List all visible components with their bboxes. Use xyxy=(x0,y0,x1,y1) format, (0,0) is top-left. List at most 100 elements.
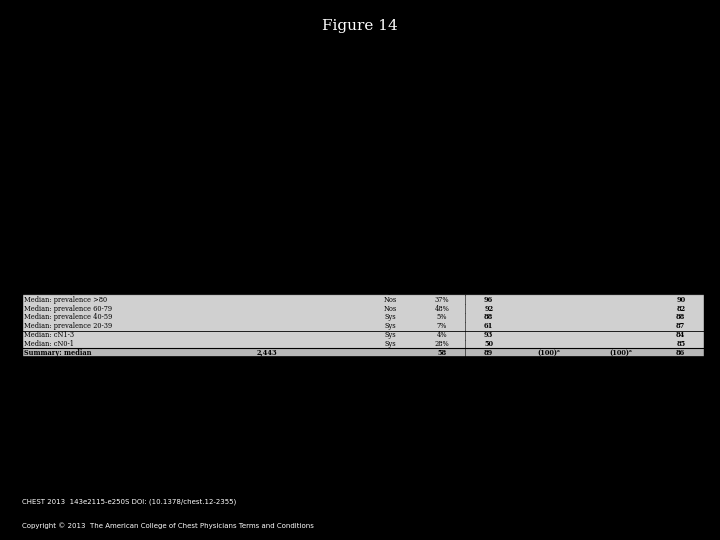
Text: 2005: 2005 xyxy=(207,145,224,153)
Text: cN2-1: cN2-1 xyxy=(316,66,337,74)
Text: 87: 87 xyxy=(485,216,493,224)
Text: 62: 62 xyxy=(438,163,446,171)
Text: 37: 37 xyxy=(438,234,446,242)
Text: 92: 92 xyxy=(484,305,493,313)
Text: 95: 95 xyxy=(617,278,625,286)
Text: 89: 89 xyxy=(484,349,493,357)
Text: (100)ᵃ: (100)ᵃ xyxy=(611,190,631,198)
Text: NPV: NPV xyxy=(672,57,689,65)
Text: (100)ᵃ: (100)ᵃ xyxy=(611,145,631,153)
Text: (100)ᵃ: (100)ᵃ xyxy=(611,207,631,215)
Text: Sys: Sys xyxy=(384,199,397,206)
Text: cN2-3: cN2-3 xyxy=(316,242,337,251)
Text: 2008: 2008 xyxy=(207,154,224,163)
Text: 158: 158 xyxy=(261,269,274,277)
Text: abbreviations.: abbreviations. xyxy=(25,384,63,389)
Text: Sel: Sel xyxy=(385,181,396,189)
Text: 53: 53 xyxy=(263,207,271,215)
Text: cN2-1: cN2-1 xyxy=(316,172,337,180)
Text: 95: 95 xyxy=(485,75,493,83)
Text: Spec: Spec xyxy=(539,57,558,65)
Text: cN2-3: cN2-3 xyxy=(316,199,337,206)
Text: (100)ᵃ: (100)ᵃ xyxy=(611,102,631,109)
Text: Nadraga²⁹²: Nadraga²⁹² xyxy=(24,66,62,74)
Text: Silvestri²¹¹: Silvestri²¹¹ xyxy=(24,163,60,171)
Text: 79: 79 xyxy=(677,260,685,268)
Text: 7%: 7% xyxy=(436,322,447,330)
Text: (100)ᵃ: (100)ᵃ xyxy=(539,110,559,118)
Text: 75: 75 xyxy=(677,137,685,145)
Text: (100)ᵇ: (100)ᵇ xyxy=(670,66,691,74)
Text: cN0: cN0 xyxy=(320,260,333,268)
Text: 81: 81 xyxy=(485,252,493,260)
Text: 65: 65 xyxy=(438,145,446,153)
Text: (100)ᵃ: (100)ᵃ xyxy=(611,199,631,206)
Text: 38: 38 xyxy=(438,242,446,251)
Text: 96% to 91% EUS-NA = endoscopic ultrasound and needle aspiration; Lim = limited. : 96% to 91% EUS-NA = endoscopic ultrasoun… xyxy=(25,372,349,377)
Text: Lim: Lim xyxy=(384,128,397,136)
Text: (100)ᵃ: (100)ᵃ xyxy=(611,269,631,277)
Text: 2010: 2010 xyxy=(207,181,224,189)
Text: Sel: Sel xyxy=(385,172,396,180)
Text: 1996: 1996 xyxy=(207,163,224,171)
Text: Talevian¹⁹⁹: Talevian¹⁹⁹ xyxy=(24,190,60,198)
Text: 2005: 2005 xyxy=(207,242,224,251)
Text: 89: 89 xyxy=(485,181,493,189)
Text: 90: 90 xyxy=(485,128,493,136)
Text: Sys: Sys xyxy=(384,92,397,100)
Text: Annema¹⁴: Annema¹⁴ xyxy=(24,119,57,127)
Text: Sys: Sys xyxy=(384,137,397,145)
Text: 32: 32 xyxy=(677,163,685,171)
Text: Annema¹⁶: Annema¹⁶ xyxy=(24,137,57,145)
Text: 2010: 2010 xyxy=(207,137,224,145)
Text: 40: 40 xyxy=(677,92,685,100)
Text: 59: 59 xyxy=(485,278,493,286)
Text: 215: 215 xyxy=(261,119,274,127)
Text: 90: 90 xyxy=(676,296,685,304)
Text: 28%: 28% xyxy=(434,340,449,348)
Text: Nos: Nos xyxy=(384,242,397,251)
Text: 43: 43 xyxy=(438,216,446,224)
Bar xyxy=(22,313,704,322)
Text: (100)ᵃ: (100)ᵃ xyxy=(539,207,559,215)
Text: 55: 55 xyxy=(677,287,685,295)
Text: 90: 90 xyxy=(544,242,553,251)
Text: Sys: Sys xyxy=(384,190,397,198)
Text: (100)ᵃ: (100)ᵃ xyxy=(611,128,631,136)
Text: 95: 95 xyxy=(485,154,493,163)
Text: 2010: 2010 xyxy=(207,66,224,74)
Text: summary calculations.: summary calculations. xyxy=(25,434,85,439)
Text: (100)ᵃ: (100)ᵃ xyxy=(539,119,559,127)
Text: 2005: 2005 xyxy=(207,225,224,233)
Text: (100)ᵃ: (100)ᵃ xyxy=(539,66,559,74)
Text: 96: 96 xyxy=(485,110,493,118)
Text: 74: 74 xyxy=(677,119,685,127)
Text: Sys: Sys xyxy=(384,331,397,339)
Text: 90: 90 xyxy=(677,172,685,180)
Text: Eloubeidi¹¹⁴: Eloubeidi¹¹⁴ xyxy=(24,225,64,233)
Text: (100)ᵃ: (100)ᵃ xyxy=(537,349,560,357)
Text: cN2-3: cN2-3 xyxy=(316,128,337,136)
Text: 58: 58 xyxy=(437,349,446,357)
Text: Sys: Sys xyxy=(384,163,397,171)
Text: (100)ᵃ: (100)ᵃ xyxy=(611,234,631,242)
Text: cN0: cN0 xyxy=(320,287,333,295)
Text: 100: 100 xyxy=(261,242,273,251)
Text: 2006: 2006 xyxy=(207,287,224,295)
Text: 2002: 2002 xyxy=(207,128,224,136)
Text: Sys: Sys xyxy=(384,252,397,260)
Text: 93: 93 xyxy=(484,331,493,339)
Text: (100)ᵃ: (100)ᵃ xyxy=(539,287,559,295)
Text: CHEST 2013  143e2115-e250S DOI: (10.1378/chest.12-2355): CHEST 2013 143e2115-e250S DOI: (10.1378/… xyxy=(22,498,236,505)
Text: 2004: 2004 xyxy=(207,92,224,100)
Text: 45: 45 xyxy=(438,199,446,206)
Text: (100)ᵃ: (100)ᵃ xyxy=(611,216,631,224)
Text: 64: 64 xyxy=(438,154,446,163)
Text: Sys: Sys xyxy=(384,287,397,295)
Text: 50: 50 xyxy=(677,199,685,206)
Text: (100)ᵃ: (100)ᵃ xyxy=(539,75,559,83)
Text: 26: 26 xyxy=(263,163,271,171)
Text: Eloubeidi¹¹⁵: Eloubeidi¹¹⁵ xyxy=(24,234,64,242)
Text: 2010: 2010 xyxy=(207,190,224,198)
Text: 65: 65 xyxy=(677,84,685,92)
